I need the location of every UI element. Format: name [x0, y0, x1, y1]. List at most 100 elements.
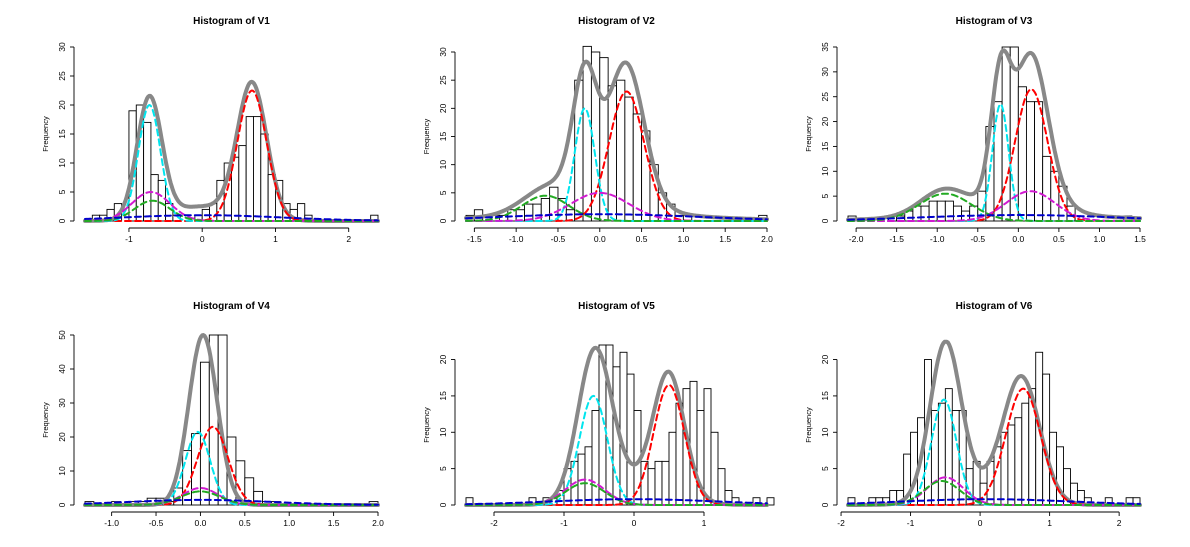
blue-density-curve [84, 214, 379, 222]
histogram-bar [937, 402, 946, 506]
histogram-bar [766, 497, 775, 506]
histogram-panel-3: Histogram of V3 -2.0 -1.5 -1.0 -0.5 0.0 0.5 1.0… [804, 16, 1146, 244]
y-tick-label: 10 [57, 466, 67, 476]
panel-title: Histogram of V4 [193, 301, 270, 312]
y-tick-label: 5 [820, 194, 830, 199]
x-tick-label: 1 [1047, 518, 1052, 528]
x-tick-label: -1 [560, 518, 568, 528]
y-tick-label: 15 [820, 391, 830, 401]
x-tick-label: -1.5 [467, 234, 482, 244]
x-tick-label: -1 [907, 518, 915, 528]
blue-density-curve [847, 498, 1141, 505]
y-axis-label: Frequency [804, 116, 813, 152]
histogram-bar [1025, 101, 1036, 222]
histogram-bar [626, 373, 635, 506]
x-tick-label: 0 [632, 518, 637, 528]
histogram-bar [1007, 424, 1016, 506]
y-tick-label: 0 [438, 502, 448, 507]
x-tick-label: -2 [490, 518, 498, 528]
x-tick-label: 1.5 [1134, 234, 1146, 244]
y-tick-label: 15 [820, 141, 830, 151]
x-tick-label: -1.0 [930, 234, 945, 244]
x-tick-label: -0.5 [970, 234, 985, 244]
y-tick-label: 0 [438, 218, 448, 223]
y-tick-label: 10 [57, 158, 67, 168]
green-density-curve [84, 199, 379, 222]
y-tick-label: 30 [438, 47, 448, 57]
histogram-bar [507, 209, 517, 222]
y-axis-label: Frequency [804, 407, 813, 443]
histogram-bar [920, 205, 930, 222]
panel-title: Histogram of V5 [578, 301, 655, 312]
x-tick-label: 2.0 [761, 234, 773, 244]
histogram-bar [599, 57, 609, 222]
x-tick-label: 1.0 [677, 234, 689, 244]
y-tick-label: 15 [57, 129, 67, 139]
histogram-bar [912, 205, 922, 222]
y-axis-label: Frequency [422, 407, 431, 443]
y-tick-label: 15 [438, 132, 448, 142]
y-tick-label: 0 [820, 218, 830, 223]
histogram-bar [619, 351, 628, 506]
histogram-bar [253, 116, 262, 222]
y-tick-label: 35 [820, 42, 830, 52]
y-tick-label: 25 [438, 75, 448, 85]
y-tick-label: 25 [57, 71, 67, 81]
y-tick-label: 20 [820, 117, 830, 127]
x-tick-label: 1.0 [283, 518, 295, 528]
x-tick-label: 0.0 [195, 518, 207, 528]
y-tick-label: 20 [438, 355, 448, 365]
x-tick-label: 2 [346, 234, 351, 244]
y-tick-label: 15 [438, 391, 448, 401]
y-tick-label: 10 [820, 427, 830, 437]
histogram-panel-4: Histogram of V4 -1.0 -0.5 0.0 0.5 1.0 1.5 2.0 0 1… [41, 301, 384, 528]
y-tick-label: 20 [820, 355, 830, 365]
blue-density-curve [847, 214, 1141, 221]
green-density-curve [465, 194, 768, 222]
histogram-bar [952, 205, 963, 222]
x-tick-label: -2 [837, 518, 845, 528]
x-tick-label: -1 [125, 234, 133, 244]
x-tick-label: 1 [273, 234, 278, 244]
histogram-bar [668, 431, 677, 506]
histogram-bar [607, 85, 617, 222]
histogram-bar [717, 468, 726, 506]
y-tick-label: 5 [438, 466, 448, 471]
x-tick-label: 0.5 [1053, 234, 1065, 244]
panel-title: Histogram of V2 [578, 16, 655, 27]
histogram-bar [1042, 155, 1052, 222]
y-tick-label: 30 [57, 398, 67, 408]
x-tick-label: 0 [978, 518, 983, 528]
histogram-bar [150, 174, 159, 222]
y-tick-label: 20 [438, 103, 448, 113]
y-tick-label: 20 [57, 432, 67, 442]
green-density-curve [847, 192, 1141, 222]
y-tick-label: 0 [820, 502, 830, 507]
green-density-curve [847, 480, 1141, 506]
histogram-bar [703, 388, 712, 506]
histogram-bar [624, 96, 634, 222]
y-tick-label: 50 [57, 330, 67, 340]
x-tick-label: 0 [200, 234, 205, 244]
histogram-bar [1021, 402, 1030, 506]
histogram-bar [689, 380, 698, 506]
histogram-bar [1001, 46, 1011, 222]
histogram-bar [584, 446, 593, 506]
y-tick-label: 40 [57, 364, 67, 374]
histogram-bar [191, 433, 201, 506]
histogram-bar [199, 361, 210, 506]
histogram-bar [944, 200, 954, 222]
histogram-bar [591, 410, 600, 506]
histogram-bar [143, 121, 152, 222]
y-tick-label: 0 [57, 218, 67, 223]
histogram-bar [928, 200, 938, 222]
x-tick-label: 2.0 [372, 518, 384, 528]
y-tick-label: 30 [820, 67, 830, 77]
x-tick-label: -0.5 [149, 518, 164, 528]
x-tick-label: 2 [1117, 518, 1122, 528]
histogram-panel-1: Histogram of V1-1 0 1 2051015202530Frequenc… [41, 16, 380, 244]
total-density-curve [83, 333, 380, 507]
histogram-bar [245, 116, 254, 222]
